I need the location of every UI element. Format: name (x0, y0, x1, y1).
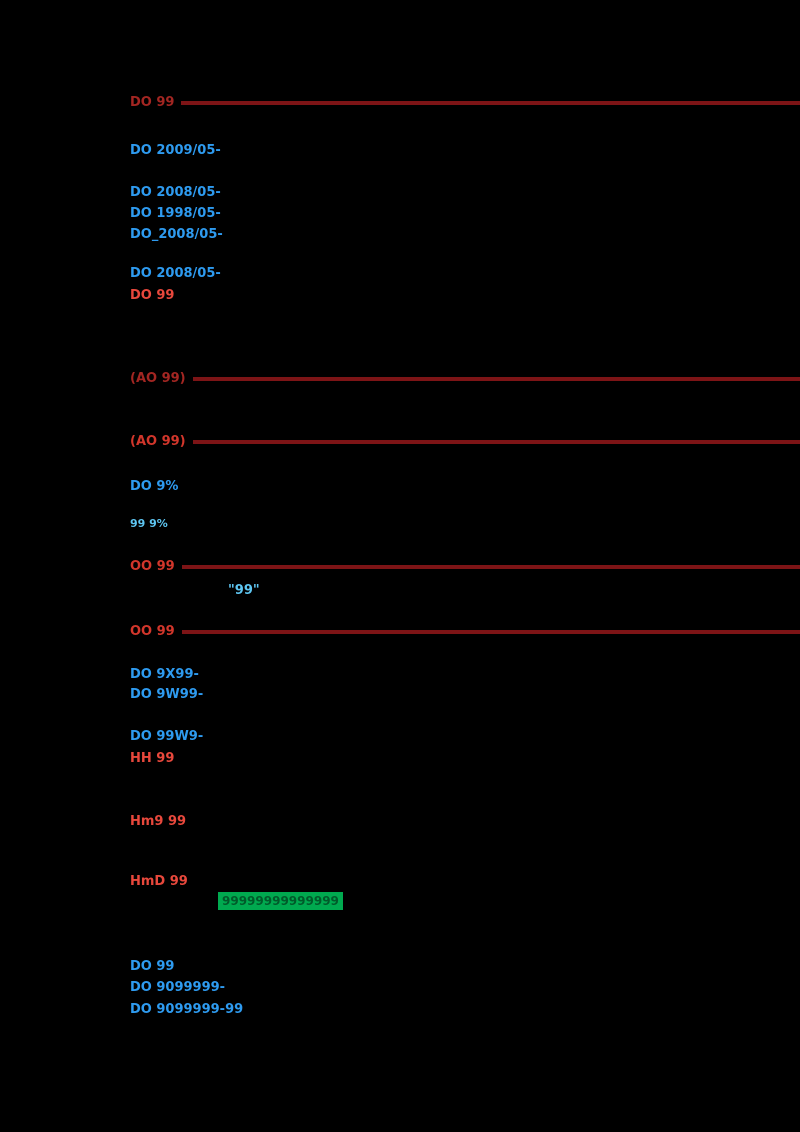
link-row: DO 99W9- (130, 729, 800, 745)
document-link[interactable]: DO 2008/05- (130, 266, 221, 281)
link-row: DO 9099999-99 (130, 1002, 800, 1018)
red-label: HmD 99 (130, 874, 188, 889)
document-link[interactable]: DO 9W99- (130, 687, 204, 702)
quoted-link[interactable]: "99" (228, 583, 260, 598)
document-link[interactable]: DO 9X99- (130, 667, 199, 682)
red-label-row: Hm9 99 (130, 814, 800, 830)
red-label-row: HmD 99 (130, 874, 800, 890)
document-content: DO 99 DO 2009/05- DO 2008/05- DO 1998/05… (130, 0, 800, 1132)
section-heading-label: DO 99 (130, 95, 175, 110)
document-link[interactable]: DO 9099999- (130, 980, 226, 995)
section-heading-row: (AO 99) (130, 434, 800, 450)
red-label-row: HH 99 (130, 751, 800, 767)
link-row: DO 9W99- (130, 687, 800, 703)
document-link[interactable]: DO 99 (130, 959, 175, 974)
document-link[interactable]: DO 99W9- (130, 729, 204, 744)
document-link[interactable]: DO 2008/05- (130, 185, 221, 200)
link-row: DO 2008/05- (130, 185, 800, 201)
section-heading-row: OO 99 (130, 559, 800, 575)
link-row: DO 2009/05- (130, 143, 800, 159)
link-row: 99 9% (130, 516, 800, 532)
heading-rule (192, 440, 800, 444)
document-link[interactable]: DO 9099999-99 (130, 1002, 244, 1017)
section-heading-row: (AO 99) (130, 371, 800, 387)
section-heading-row: OO 99 (130, 624, 800, 640)
link-row: DO 9% (130, 479, 800, 495)
section-heading-label: OO 99 (130, 559, 175, 574)
link-row: DO_2008/05- (130, 227, 800, 243)
link-row: DO 99 (130, 959, 800, 975)
heading-rule (181, 630, 800, 634)
section-heading-label: OO 99 (130, 624, 175, 639)
document-link[interactable]: 99 9% (130, 517, 168, 530)
document-link[interactable]: DO 2009/05- (130, 143, 221, 158)
highlight-mark: 99999999999999 (218, 892, 343, 910)
document-link[interactable]: DO 1998/05- (130, 206, 221, 221)
red-label: Hm9 99 (130, 814, 187, 829)
red-label-row: DO 99 (130, 288, 800, 304)
section-heading-label: (AO 99) (130, 434, 186, 449)
highlight-row: 99999999999999 (218, 892, 800, 910)
link-row: DO 9X99- (130, 667, 800, 683)
link-row: DO 9099999- (130, 980, 800, 996)
heading-rule (192, 377, 800, 381)
red-label: DO 99 (130, 288, 175, 303)
document-link[interactable]: DO 9% (130, 479, 179, 494)
heading-rule (181, 101, 800, 105)
red-label: HH 99 (130, 751, 175, 766)
quoted-link-row: "99" (228, 583, 800, 599)
section-heading-label: (AO 99) (130, 371, 186, 386)
section-heading-row: DO 99 (130, 95, 800, 111)
document-link[interactable]: DO_2008/05- (130, 227, 223, 242)
heading-rule (181, 565, 800, 569)
link-row: DO 1998/05- (130, 206, 800, 222)
link-row: DO 2008/05- (130, 266, 800, 282)
